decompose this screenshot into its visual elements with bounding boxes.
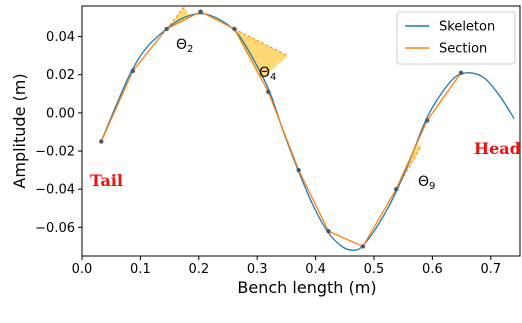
x-tick-label: 0.0 xyxy=(72,262,93,277)
y-tick-label: 0.02 xyxy=(46,68,75,83)
section-point xyxy=(326,228,331,234)
x-tick-label: 0.4 xyxy=(305,262,326,277)
y-tick-label: 0.00 xyxy=(46,106,75,121)
x-tick-label: 0.1 xyxy=(130,262,151,277)
theta-symbol: Θ xyxy=(259,65,270,81)
theta-symbol: Θ xyxy=(418,174,429,190)
x-tick-label: 0.5 xyxy=(364,262,385,277)
section-point xyxy=(393,187,399,192)
section-point xyxy=(458,70,464,75)
angle-wedge-4-extension xyxy=(234,28,289,57)
y-tick-label: −0.02 xyxy=(35,145,75,160)
x-tick-label: 0.7 xyxy=(480,262,501,277)
legend-entry: Skeleton xyxy=(439,20,495,35)
theta-symbol: Θ xyxy=(176,37,187,53)
head-label: Head xyxy=(474,139,521,158)
section-point xyxy=(360,244,366,249)
section-point xyxy=(232,26,237,32)
legend: Skeleton Section xyxy=(396,11,516,65)
theta-subscript: 2 xyxy=(187,44,193,55)
angle-wedges xyxy=(166,6,422,190)
y-tick-label: −0.04 xyxy=(35,183,75,198)
theta-subscript: 9 xyxy=(429,181,435,192)
angle-wedge-2 xyxy=(166,7,191,29)
plot-frame xyxy=(81,5,521,257)
y-tick-label: −0.06 xyxy=(35,221,75,236)
y-axis-label: Amplitude (m) xyxy=(10,73,29,188)
x-tick-label: 0.3 xyxy=(247,262,268,277)
theta-label-9: Θ9 xyxy=(418,174,435,192)
section-point xyxy=(296,167,301,173)
y-tick-label: 0.04 xyxy=(46,30,75,45)
angle-wedge-9-extension xyxy=(395,145,422,190)
section-point xyxy=(266,89,271,95)
section-point xyxy=(424,118,430,123)
theta-label-4: Θ4 xyxy=(259,65,276,83)
x-axis-label: Bench length (m) xyxy=(237,278,376,297)
section-line xyxy=(100,10,462,248)
section-point xyxy=(164,26,169,32)
x-tick-label: 0.6 xyxy=(422,262,443,277)
section-point xyxy=(130,68,136,74)
theta-label-2: Θ2 xyxy=(176,37,193,55)
x-tick-label: 0.2 xyxy=(188,262,209,277)
theta-subscript: 4 xyxy=(270,72,276,83)
section-point xyxy=(99,139,104,144)
legend-entry: Section xyxy=(439,42,487,57)
angle-wedge-4 xyxy=(234,28,288,80)
section-point xyxy=(198,9,203,14)
section-markers xyxy=(99,9,464,249)
tail-label: Tail xyxy=(90,171,123,190)
axes: 0.0 0.1 0.2 0.3 0.4 0.5 0.6 0.7 0.04 0.02 0.00 −0.0… xyxy=(10,5,521,297)
legend-box xyxy=(396,11,516,65)
